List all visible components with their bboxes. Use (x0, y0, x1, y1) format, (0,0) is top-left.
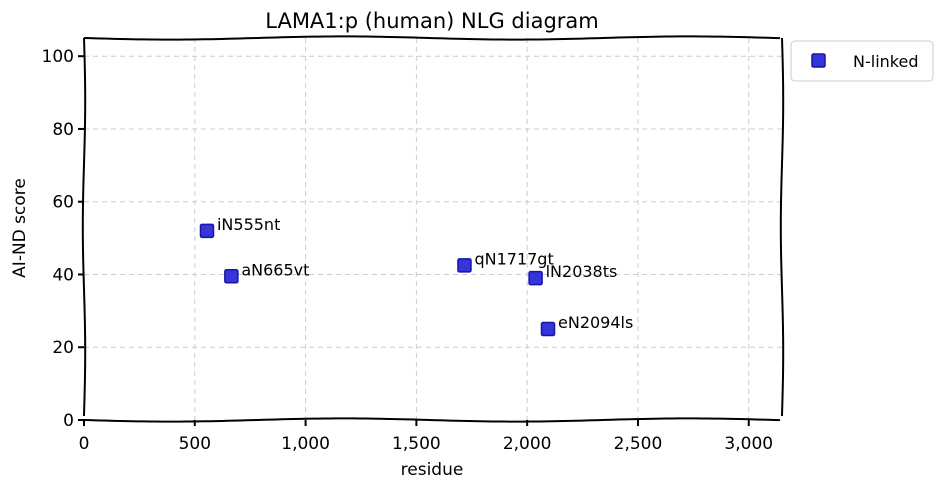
data-point-label-0: iN555nt (217, 215, 280, 234)
legend-marker-0 (811, 53, 826, 68)
y-axis-label: AI-ND score (10, 178, 30, 278)
data-point-2 (457, 258, 472, 273)
y-tick-label-5: 100 (42, 47, 74, 67)
frame-top (83, 35, 781, 41)
y-tick-label-3: 60 (52, 193, 74, 213)
x-tick-label-5: 2,500 (614, 434, 663, 454)
x-axis: 0 500 1,000 1,500 2,000 2,500 3,000 (79, 420, 773, 454)
grid (84, 38, 782, 420)
legend-box (790, 40, 934, 82)
x-tick-label-2: 1,000 (281, 434, 330, 454)
x-axis-label: residue (401, 460, 464, 480)
legend-label-0: N-linked (853, 52, 918, 71)
data-point-label-1: aN665vt (241, 260, 309, 279)
y-axis: 0 20 40 60 80 100 (42, 47, 84, 431)
data-point-1 (224, 269, 239, 284)
y-tick-label-1: 20 (52, 338, 74, 358)
x-tick-label-4: 2,000 (503, 434, 552, 454)
data-point-label-2: qN1717gt (474, 249, 553, 268)
data-point-label-4: eN2094ls (558, 313, 633, 332)
legend: N-linked (790, 40, 934, 82)
y-tick-label-0: 0 (63, 411, 74, 431)
data-point-3 (528, 270, 543, 286)
plot-frame (81, 35, 785, 423)
y-tick-label-4: 80 (52, 120, 74, 140)
data-point-0 (199, 223, 215, 239)
data-point-label-3: lN2038ts (546, 262, 618, 281)
chart-title: LAMA1:p (human) NLG diagram (265, 9, 598, 33)
x-tick-label-6: 3,000 (724, 434, 773, 454)
data-point-4 (540, 321, 556, 337)
frame-right (779, 37, 785, 417)
y-tick-label-2: 40 (52, 265, 74, 285)
x-tick-label-0: 0 (79, 434, 90, 454)
frame-left (81, 37, 87, 417)
x-tick-label-1: 500 (179, 434, 211, 454)
frame-bottom (83, 417, 781, 423)
x-tick-label-3: 1,500 (392, 434, 441, 454)
